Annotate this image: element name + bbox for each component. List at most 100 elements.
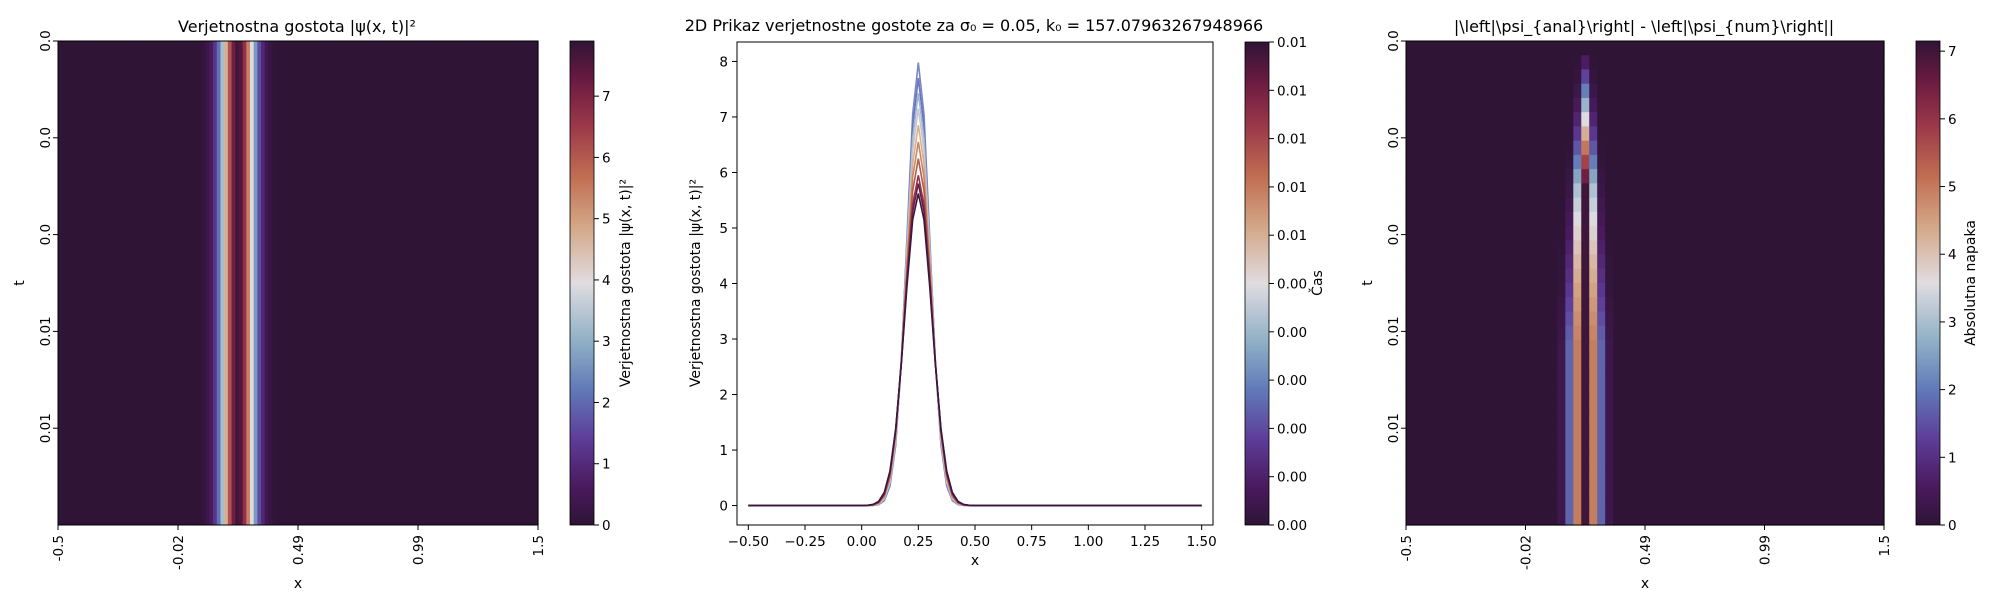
- heatmap2-cell: [1517, 169, 1527, 184]
- heatmap2-cell: [1820, 112, 1829, 128]
- heatmap2-cell: [1700, 55, 1710, 71]
- heatmap2-cell: [1525, 197, 1535, 213]
- heatmap2-cell: [1597, 154, 1606, 170]
- heatmap2-cell: [1629, 140, 1638, 156]
- heatmap2-cell: [1668, 83, 1678, 99]
- heatmap2-cell: [1573, 126, 1582, 142]
- heatmap2-cell: [1501, 169, 1511, 184]
- heatmap2-cell: [1477, 482, 1487, 498]
- heatmap2-cell: [1445, 339, 1455, 355]
- heatmap2-cell: [1509, 510, 1519, 526]
- heatmap2-cell: [1597, 211, 1606, 227]
- heatmap2-cell: [1581, 112, 1590, 128]
- heatmap2-cell: [1597, 496, 1606, 512]
- heatmap2-cell: [1660, 468, 1670, 483]
- heatmap2-colorbar-tick-label: 5: [1948, 180, 1957, 196]
- heatmap2-cell: [1493, 339, 1503, 355]
- heatmap2-cell: [1469, 83, 1479, 99]
- heatmap2-xtick-label: -0.02: [1519, 535, 1535, 570]
- heatmap2-cell: [1676, 339, 1686, 355]
- heatmap2-cell: [1485, 268, 1495, 284]
- heatmap2-cell: [1740, 411, 1750, 426]
- heatmap2-cell: [1860, 211, 1869, 227]
- heatmap2-cell: [1533, 226, 1543, 241]
- heatmap2-cell: [1660, 126, 1670, 142]
- heatmap2-cell: [1406, 197, 1415, 213]
- heatmap2-cell: [1477, 97, 1487, 113]
- heatmap1-cell: [209, 41, 214, 525]
- heatmap2-cell: [1557, 112, 1566, 128]
- heatmap2-cell: [1764, 482, 1774, 498]
- heatmap2-cell: [1860, 226, 1869, 241]
- heatmap2-cell: [1581, 482, 1590, 498]
- heatmap2-cell: [1453, 169, 1463, 184]
- heatmap2-cell: [1748, 140, 1758, 156]
- heatmap2-cell: [1645, 283, 1654, 298]
- heatmap2-cell: [1652, 439, 1662, 455]
- heatmap2-cell: [1637, 226, 1646, 241]
- heatmap2-cell: [1453, 197, 1463, 213]
- heatmap2-cell: [1740, 339, 1750, 355]
- heatmap2-cell: [1764, 112, 1774, 128]
- heatmap2-cell: [1820, 425, 1829, 441]
- heatmap2-cell: [1613, 41, 1622, 56]
- heatmap2-cell: [1716, 482, 1726, 498]
- heatmap2-cell: [1780, 254, 1789, 270]
- heatmap2-cell: [1868, 453, 1877, 469]
- heatmap2-cell: [1724, 354, 1734, 370]
- heatmap2-cell: [1772, 297, 1782, 313]
- heatmap2-cell: [1565, 183, 1574, 199]
- heatmap2-cell: [1852, 411, 1861, 426]
- line-chart-ytick-label: 1: [719, 443, 728, 459]
- heatmap2-cell: [1668, 197, 1678, 213]
- heatmap2-cell: [1844, 211, 1853, 227]
- heatmap2-cell: [1493, 396, 1503, 412]
- heatmap2-cell: [1820, 325, 1829, 341]
- heatmap1-cell: [486, 41, 491, 525]
- heatmap2-cell: [1732, 354, 1742, 370]
- heatmap2-cell: [1525, 112, 1535, 128]
- heatmap2-cell: [1589, 112, 1598, 128]
- heatmap2-cell: [1820, 411, 1829, 426]
- heatmap2-cell: [1573, 154, 1582, 170]
- heatmap2-cell: [1621, 354, 1630, 370]
- heatmap2-cell: [1509, 339, 1519, 355]
- heatmap2-cell: [1645, 41, 1654, 56]
- heatmap2-cell: [1533, 268, 1543, 284]
- heatmap2-cell: [1724, 226, 1734, 241]
- heatmap2-cell: [1469, 268, 1479, 284]
- heatmap2-cell: [1852, 297, 1861, 313]
- heatmap2-cell: [1605, 354, 1614, 370]
- heatmap2-cell: [1868, 197, 1877, 213]
- heatmap2-cell: [1557, 396, 1566, 412]
- heatmap2-cell: [1557, 382, 1566, 398]
- heatmap2-cell: [1836, 396, 1845, 412]
- heatmap2-cell: [1796, 55, 1805, 71]
- heatmap2-cell: [1525, 97, 1535, 113]
- heatmap2-cell: [1477, 382, 1487, 398]
- heatmap2-cell: [1613, 140, 1622, 156]
- heatmap2-cell: [1541, 411, 1550, 426]
- heatmap2-cell: [1668, 211, 1678, 227]
- heatmap2-cell: [1660, 169, 1670, 184]
- heatmap2-cell: [1748, 268, 1758, 284]
- heatmap2-cell: [1828, 268, 1837, 284]
- heatmap2-cell: [1876, 211, 1885, 227]
- heatmap1-cell: [456, 41, 462, 525]
- heatmap2-cell: [1716, 453, 1726, 469]
- heatmap2-cell: [1509, 368, 1519, 384]
- heatmap2-cell: [1700, 339, 1710, 355]
- heatmap2-cell: [1852, 211, 1861, 227]
- heatmap2-cell: [1461, 283, 1471, 298]
- heatmap2-cell: [1621, 112, 1630, 128]
- heatmap2-cell: [1581, 55, 1590, 71]
- heatmap2-cell: [1437, 154, 1447, 170]
- heatmap2-cell: [1764, 396, 1774, 412]
- heatmap2-ytick-label: 0.0: [1386, 224, 1402, 245]
- heatmap2-cell: [1852, 154, 1861, 170]
- heatmap2-cell: [1876, 425, 1885, 441]
- heatmap2-cell: [1549, 55, 1558, 71]
- heatmap2-cell: [1493, 197, 1503, 213]
- heatmap2-cell: [1676, 510, 1686, 526]
- heatmap2-cell: [1852, 382, 1861, 398]
